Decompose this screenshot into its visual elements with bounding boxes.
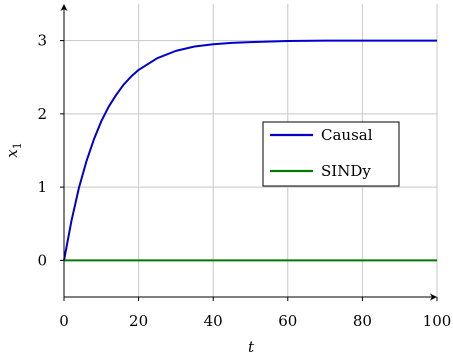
x-axis-arrow <box>430 293 437 301</box>
y-tick-label: 2 <box>37 105 47 123</box>
legend-label-sindy: SINDy <box>321 162 371 180</box>
x-tick-label: 0 <box>59 312 69 330</box>
series-line-causal <box>63 39 437 261</box>
series-lines <box>63 39 437 262</box>
y-axis-label: x1 <box>3 142 24 157</box>
y-axis-arrow <box>60 4 68 11</box>
x-tick-label: 40 <box>204 312 223 330</box>
tick-labels: 0 20 40 60 80 100 0 1 2 3 <box>37 32 451 330</box>
x-axis-label: t <box>248 338 255 356</box>
x-tick-label: 100 <box>423 312 452 330</box>
legend-label-causal: Causal <box>321 126 373 144</box>
legend-box <box>262 121 400 187</box>
x-tick-label: 80 <box>353 312 372 330</box>
x-tick-label: 20 <box>129 312 148 330</box>
y-tick-label: 0 <box>37 251 47 269</box>
y-tick-label: 1 <box>37 178 47 196</box>
x-tick-label: 60 <box>278 312 297 330</box>
legend: Causal SINDy <box>262 121 400 187</box>
y-axis-label-subscript: 1 <box>11 142 24 149</box>
axes <box>60 4 438 301</box>
y-tick-label: 3 <box>37 32 47 50</box>
